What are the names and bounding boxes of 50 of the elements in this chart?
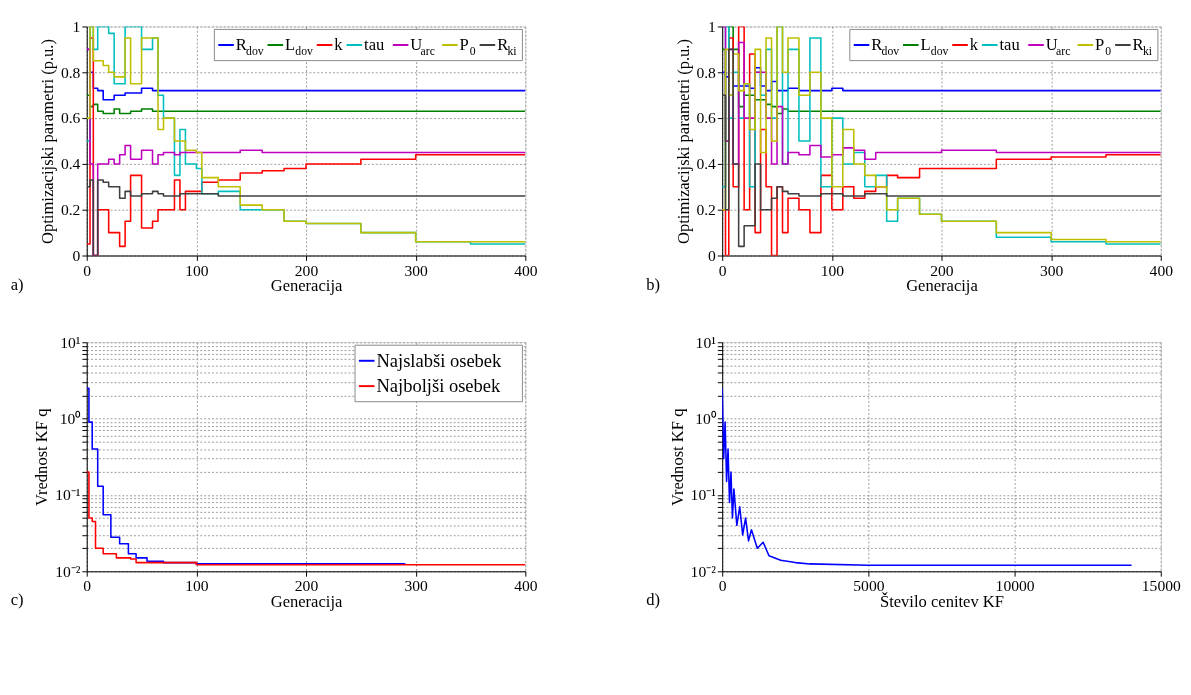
x-tick-label: 400	[1149, 261, 1174, 279]
y-tick-label: 10⁰	[59, 409, 82, 427]
y-tick-label: 10⁻¹	[690, 486, 717, 504]
y-tick-label: 10⁻²	[55, 562, 81, 580]
y-tick-label: 0.6	[696, 109, 717, 127]
x-axis-title: Generacija	[906, 276, 979, 296]
y-tick-label: 0.2	[60, 201, 81, 219]
x-tick-label: 400	[514, 261, 538, 279]
y-tick-label: 0	[708, 246, 717, 264]
legend-label: k	[334, 34, 344, 54]
x-tick-label: 200	[294, 261, 319, 279]
y-tick-label: 0.2	[696, 201, 716, 219]
y-axis-title: Vrednost KF q	[667, 408, 687, 506]
text: b)	[646, 274, 660, 294]
legend-label: Najboljši osebek	[376, 375, 502, 396]
x-tick-label: 15000	[1141, 577, 1181, 595]
y-tick-label: 0.8	[696, 63, 717, 81]
x-tick-label: 0	[83, 577, 92, 595]
x-tick-label: 400	[514, 577, 538, 595]
y-axis-title: Vrednost KF q	[32, 408, 52, 506]
x-tick-label: 100	[820, 261, 845, 279]
y-tick-label: 10⁻²	[690, 562, 717, 580]
y-tick-label: 0.4	[696, 155, 717, 173]
x-tick-label: 300	[404, 261, 429, 279]
text: a)	[10, 274, 24, 294]
y-tick-label: 0	[72, 246, 81, 264]
y-tick-label: 10⁻¹	[55, 486, 81, 504]
y-tick-label: 10¹	[695, 333, 717, 351]
legend-label: tau	[364, 34, 385, 54]
x-tick-label: 0	[83, 261, 92, 279]
y-tick-label: 0.4	[60, 155, 81, 173]
text: d)	[646, 590, 660, 610]
x-tick-label: 100	[185, 577, 209, 595]
x-tick-label: 300	[1039, 261, 1064, 279]
y-tick-label: 10¹	[60, 333, 81, 351]
y-tick-label: 1	[72, 17, 81, 35]
y-tick-label: 10⁰	[695, 409, 717, 427]
legend-label: Najslabši osebek	[376, 350, 503, 371]
y-tick-label: 1	[708, 17, 716, 35]
legend-label: k	[969, 34, 979, 54]
y-tick-label: 0.8	[60, 63, 81, 81]
text: c)	[10, 590, 24, 610]
y-axis-title: Optimizacijski parametri (p.u.)	[673, 39, 693, 244]
y-tick-label: 0.6	[60, 109, 81, 127]
x-tick-label: 300	[404, 577, 429, 595]
y-axis-title: Optimizacijski parametri (p.u.)	[38, 39, 58, 244]
x-axis-title: Generacija	[270, 276, 343, 296]
x-tick-label: 200	[930, 261, 954, 279]
x-tick-label: 100	[185, 261, 209, 279]
legend-label: tau	[999, 34, 1020, 54]
